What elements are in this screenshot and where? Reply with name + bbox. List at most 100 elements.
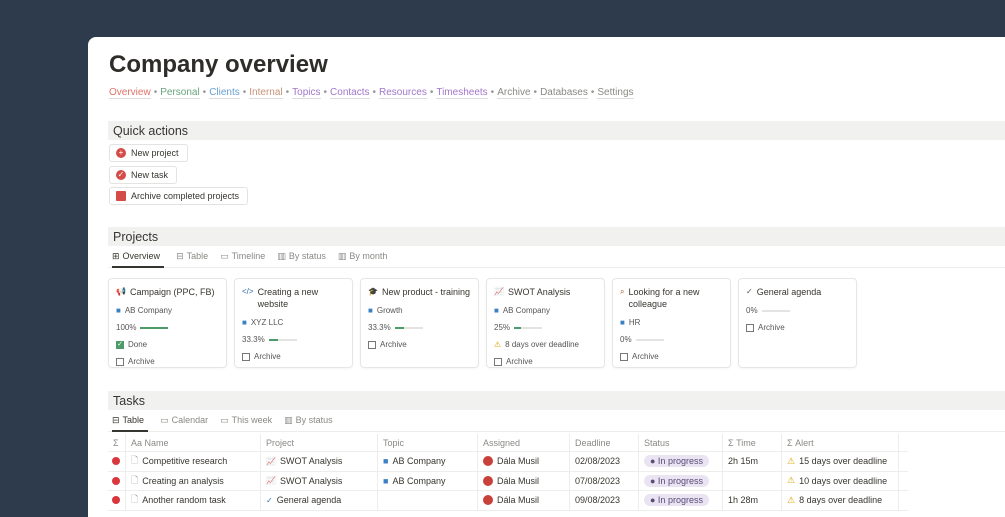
quick-actions-header: Quick actions (108, 121, 1005, 140)
nav-link-topics[interactable]: Topics (292, 87, 321, 99)
cell-alert: ⚠ 8 days over deadline (782, 491, 899, 510)
column-header[interactable]: Σ Alert (782, 434, 899, 451)
status-value: ● In progress (644, 455, 709, 468)
archive-checkbox[interactable]: Archive (746, 323, 849, 332)
progress-bar (514, 326, 543, 329)
progress-label: 0% (620, 335, 632, 344)
nav-link-resources[interactable]: Resources (379, 87, 427, 99)
checkbox-icon[interactable] (746, 323, 754, 332)
nav-link-timesheets[interactable]: Timesheets (436, 87, 488, 99)
tasks-header: Tasks (108, 391, 1005, 410)
checkbox-icon[interactable] (116, 357, 124, 366)
new-project-button[interactable]: + New project (109, 144, 188, 162)
column-header[interactable]: Topic (378, 434, 478, 451)
checked-checkbox-icon: ✓ (116, 340, 124, 349)
project-name: Looking for a new colleague (628, 287, 700, 309)
tab-by-month[interactable]: ▥ By month (338, 251, 388, 268)
tab-this-week[interactable]: ▭ This week (220, 415, 272, 432)
plus-circle-icon: + (116, 148, 126, 158)
cell-assigned: Dála Musil (478, 471, 570, 490)
progress-label: 100% (116, 323, 137, 332)
project-card[interactable]: 📢 Campaign (PPC, FB) ■ AB Company 100% ✓ Done A… (109, 279, 226, 367)
page-panel: Company overview Overview • Personal • Clien… (88, 37, 1005, 517)
project-card[interactable]: </> Creating a new website ■ XYZ LLC 33.3% Ar… (235, 279, 352, 367)
table-row[interactable]: 🗋 Creating an analysis 📈 SWOT Analysis ■ AB C… (108, 471, 908, 491)
cell-status: ● In progress (639, 452, 723, 471)
row-indicator (108, 471, 126, 490)
tab-table[interactable]: ⊟ Table (176, 251, 208, 268)
column-header[interactable]: Assigned (478, 434, 570, 451)
projects-header: Projects (108, 227, 1005, 246)
column-header[interactable]: Deadline (570, 434, 639, 451)
checkbox-icon[interactable] (242, 352, 250, 361)
archive-checkbox[interactable]: Archive (116, 357, 219, 366)
nav-link-databases[interactable]: Databases (540, 87, 588, 99)
tab-by-status[interactable]: ▥ By status (284, 415, 333, 432)
checkbox-icon[interactable] (494, 357, 502, 366)
tab-table[interactable]: ⊟ Table (112, 415, 149, 432)
table-row[interactable]: 🗋 Competitive research 📈 SWOT Analysis ■ AB C… (108, 452, 908, 472)
cell-alert: ⚠ 10 days over deadline (782, 471, 899, 490)
topic-label: Growth (376, 306, 403, 315)
tab-calendar[interactable]: ▭ Calendar (160, 415, 208, 432)
tab-view-icon: ▭ (220, 415, 229, 425)
new-task-button[interactable]: ✓ New task (109, 166, 178, 184)
project-card[interactable]: 📈 SWOT Analysis ■ AB Company 25% ⚠ 8 days over… (487, 279, 604, 367)
graduation-cap-icon: 🎓 (368, 287, 378, 296)
project-card[interactable]: 🎓 New product - training ■ Growth 33.3% Archi… (361, 279, 478, 367)
checkbox-icon[interactable] (368, 340, 376, 349)
cell-alert: ⚠ 15 days over deadline (782, 452, 899, 471)
archive-checkbox[interactable]: Archive (242, 352, 345, 361)
project-card[interactable]: ✓ General agenda 0% Archive (739, 279, 856, 367)
assigned-value: Dála Musil (497, 456, 540, 467)
cell-name[interactable]: 🗋 Competitive research (126, 452, 261, 471)
project-card-title: 📈 SWOT Analysis (494, 286, 597, 298)
archive-checkbox[interactable]: Archive (494, 357, 597, 366)
tab-view-icon: ⊟ (112, 415, 120, 425)
nav-link-contacts[interactable]: Contacts (330, 87, 370, 99)
archive-completed-projects-button[interactable]: Archive completed projects (109, 187, 249, 205)
project-progress: 33.3% (368, 323, 471, 332)
table-row[interactable]: 🗋 Another random task ✓ General agenda Dála … (108, 491, 908, 511)
tab-timeline[interactable]: ▭ Timeline (220, 251, 265, 268)
archive-checkbox[interactable]: Archive (620, 352, 723, 361)
column-header[interactable]: Project (261, 434, 378, 451)
nav-separator: • (202, 87, 207, 98)
topic-label: XYZ LLC (250, 318, 284, 327)
checkbox-icon[interactable] (620, 352, 628, 361)
column-header[interactable]: Σ (108, 434, 126, 451)
column-header[interactable]: Σ Time (723, 434, 782, 451)
nav-link-overview[interactable]: Overview (109, 87, 151, 99)
project-value: General agenda (276, 495, 342, 506)
cell-assigned: Dála Musil (478, 491, 570, 510)
status-value: ● In progress (644, 494, 709, 507)
archive-label: Archive (254, 352, 281, 361)
project-name: General agenda (756, 287, 822, 297)
cell-name[interactable]: 🗋 Another random task (126, 491, 261, 510)
nav-link-clients[interactable]: Clients (209, 87, 240, 99)
table-header-row: Σ Aa Name Project Topic Assigned Deadline Stat… (108, 434, 908, 452)
tab-by-status[interactable]: ▥ By status (277, 251, 326, 268)
warning-icon: ⚠ (494, 340, 502, 349)
tab-overview[interactable]: ⊞ Overview (112, 251, 165, 268)
nav-link-settings[interactable]: Settings (597, 87, 634, 99)
archive-checkbox[interactable]: Archive (368, 340, 471, 349)
column-header[interactable]: Status (639, 434, 723, 451)
tasks-table: Σ Aa Name Project Topic Assigned Deadline Stat… (108, 434, 908, 511)
code-icon: </> (242, 287, 254, 296)
cell-project: ✓ General agenda (261, 491, 378, 510)
nav-link-personal[interactable]: Personal (160, 87, 200, 99)
nav-link-internal[interactable]: Internal (249, 87, 283, 99)
nav-separator: • (153, 87, 158, 98)
nav-link-archive[interactable]: Archive (497, 87, 531, 99)
status-value: ● In progress (644, 474, 709, 487)
tab-view-icon: ⊟ (176, 251, 184, 261)
project-card[interactable]: ⌕ Looking for a new colleague ■ HR 0% Archive (613, 279, 730, 367)
deadline-value: 09/08/2023 (575, 495, 621, 506)
alert-value: 10 days over deadline (799, 475, 888, 486)
column-header[interactable]: Aa Name (126, 434, 261, 451)
nav-separator: • (372, 87, 377, 98)
project-name: New product - training (381, 287, 471, 297)
cell-topic (378, 491, 478, 510)
cell-name[interactable]: 🗋 Creating an analysis (126, 471, 261, 490)
